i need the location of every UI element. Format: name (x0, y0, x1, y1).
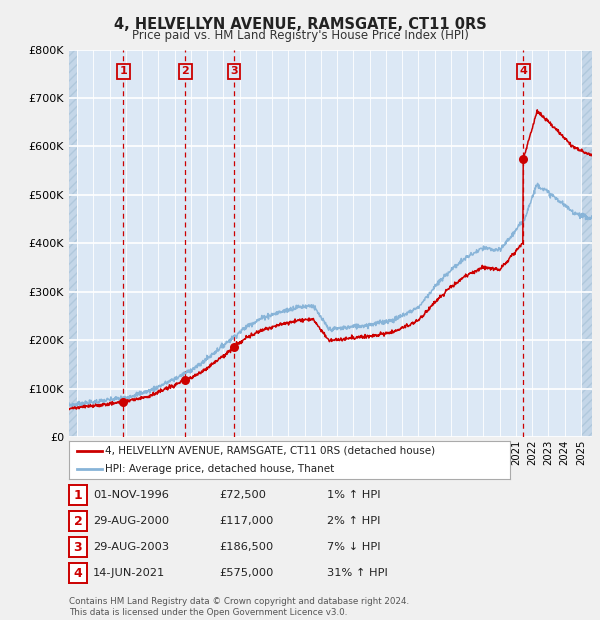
Text: 1% ↑ HPI: 1% ↑ HPI (327, 490, 380, 500)
Bar (581, 50, 592, 437)
Bar (581, 50, 592, 437)
Text: 4, HELVELLYN AVENUE, RAMSGATE, CT11 0RS (detached house): 4, HELVELLYN AVENUE, RAMSGATE, CT11 0RS … (105, 446, 435, 456)
Text: 4: 4 (74, 567, 82, 580)
Text: HPI: Average price, detached house, Thanet: HPI: Average price, detached house, Than… (105, 464, 334, 474)
Bar (69, 50, 77, 437)
Text: 01-NOV-1996: 01-NOV-1996 (93, 490, 169, 500)
Text: Price paid vs. HM Land Registry's House Price Index (HPI): Price paid vs. HM Land Registry's House … (131, 29, 469, 42)
Text: 2: 2 (181, 66, 189, 76)
Text: 14-JUN-2021: 14-JUN-2021 (93, 568, 165, 578)
Text: Contains HM Land Registry data © Crown copyright and database right 2024.
This d: Contains HM Land Registry data © Crown c… (69, 598, 409, 617)
Text: 31% ↑ HPI: 31% ↑ HPI (327, 568, 388, 578)
Text: 4: 4 (519, 66, 527, 76)
Text: 3: 3 (74, 541, 82, 554)
Bar (69, 50, 77, 437)
Text: 3: 3 (230, 66, 238, 76)
Text: 29-AUG-2003: 29-AUG-2003 (93, 542, 169, 552)
Text: 7% ↓ HPI: 7% ↓ HPI (327, 542, 380, 552)
Text: 1: 1 (119, 66, 127, 76)
Text: 1: 1 (74, 489, 82, 502)
Text: £575,000: £575,000 (219, 568, 274, 578)
Text: 2% ↑ HPI: 2% ↑ HPI (327, 516, 380, 526)
Text: 4, HELVELLYN AVENUE, RAMSGATE, CT11 0RS: 4, HELVELLYN AVENUE, RAMSGATE, CT11 0RS (113, 17, 487, 32)
Text: £72,500: £72,500 (219, 490, 266, 500)
Text: 29-AUG-2000: 29-AUG-2000 (93, 516, 169, 526)
Text: £186,500: £186,500 (219, 542, 273, 552)
Text: £117,000: £117,000 (219, 516, 274, 526)
Text: 2: 2 (74, 515, 82, 528)
